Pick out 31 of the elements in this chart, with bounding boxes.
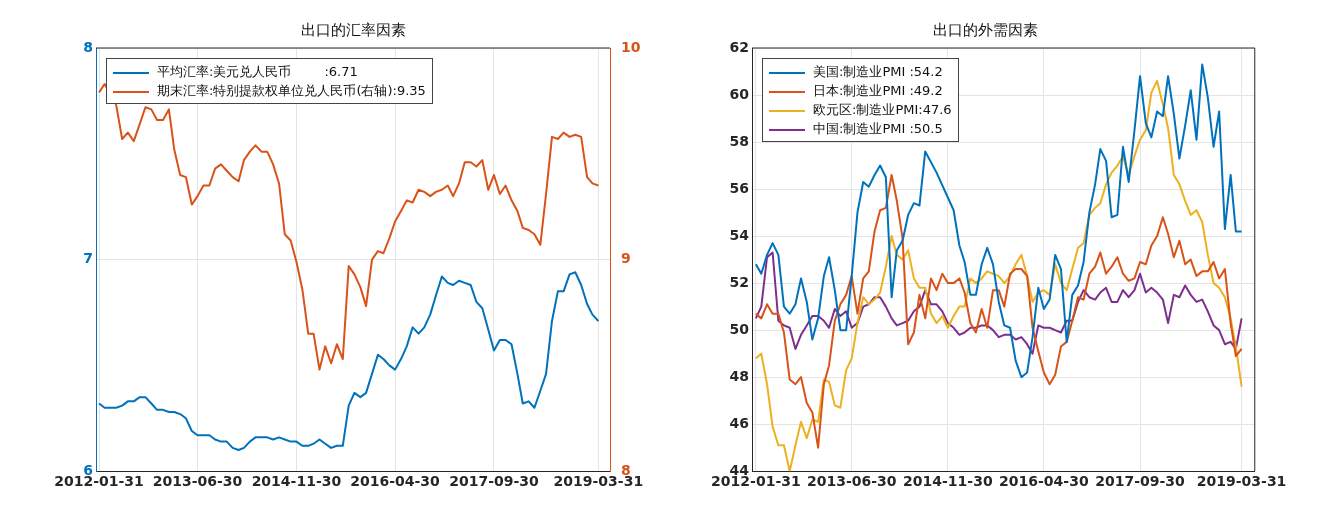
y-tick-label: 52 (729, 273, 749, 290)
legend-label: 中国:制造业PMI :50.5 (813, 121, 943, 136)
x-tick-label: 2012-01-31 (711, 473, 801, 490)
legend-label: 平均汇率:美元兑人民币 :6.71 (157, 64, 358, 79)
x-tick-label: 2019-03-31 (1196, 473, 1287, 490)
x-tick-label: 2016-04-30 (350, 473, 441, 490)
legend-label: 期末汇率:特别提款权单位兑人民币(右轴):9.35 (157, 83, 426, 98)
x-tick-label: 2016-04-30 (999, 473, 1089, 490)
x-tick-label: 2013-06-30 (806, 473, 897, 490)
y-tick-label: 60 (729, 85, 750, 102)
legend-label: 美国:制造业PMI :54.2 (813, 64, 943, 79)
y-tick-label: 58 (729, 132, 749, 149)
legend-label: 日本:制造业PMI :49.2 (813, 83, 943, 98)
y-tick-label: 50 (729, 320, 750, 337)
y-tick-label: 62 (729, 38, 749, 55)
y-tick-label: 46 (729, 414, 749, 431)
legend-label: 欧元区:制造业PMI:47.6 (813, 102, 952, 117)
x-tick-label: 2014-11-30 (251, 473, 342, 490)
x-tick-label: 2017-09-30 (449, 473, 539, 490)
chart-title: 出口的外需因素 (932, 20, 1038, 39)
chart-title: 出口的汇率因素 (300, 20, 406, 39)
y-tick-label: 54 (729, 226, 750, 243)
y2-tick-label: 9 (621, 250, 631, 267)
y2-tick-label: 10 (621, 38, 641, 55)
x-tick-label: 2013-06-30 (152, 473, 243, 490)
y-tick-label: 56 (729, 179, 749, 196)
x-tick-label: 2014-11-30 (903, 473, 993, 490)
y-tick-label: 8 (83, 38, 93, 55)
y-tick-label: 7 (83, 250, 93, 267)
x-tick-label: 2017-09-30 (1095, 473, 1186, 490)
y-tick-label: 48 (729, 367, 749, 384)
